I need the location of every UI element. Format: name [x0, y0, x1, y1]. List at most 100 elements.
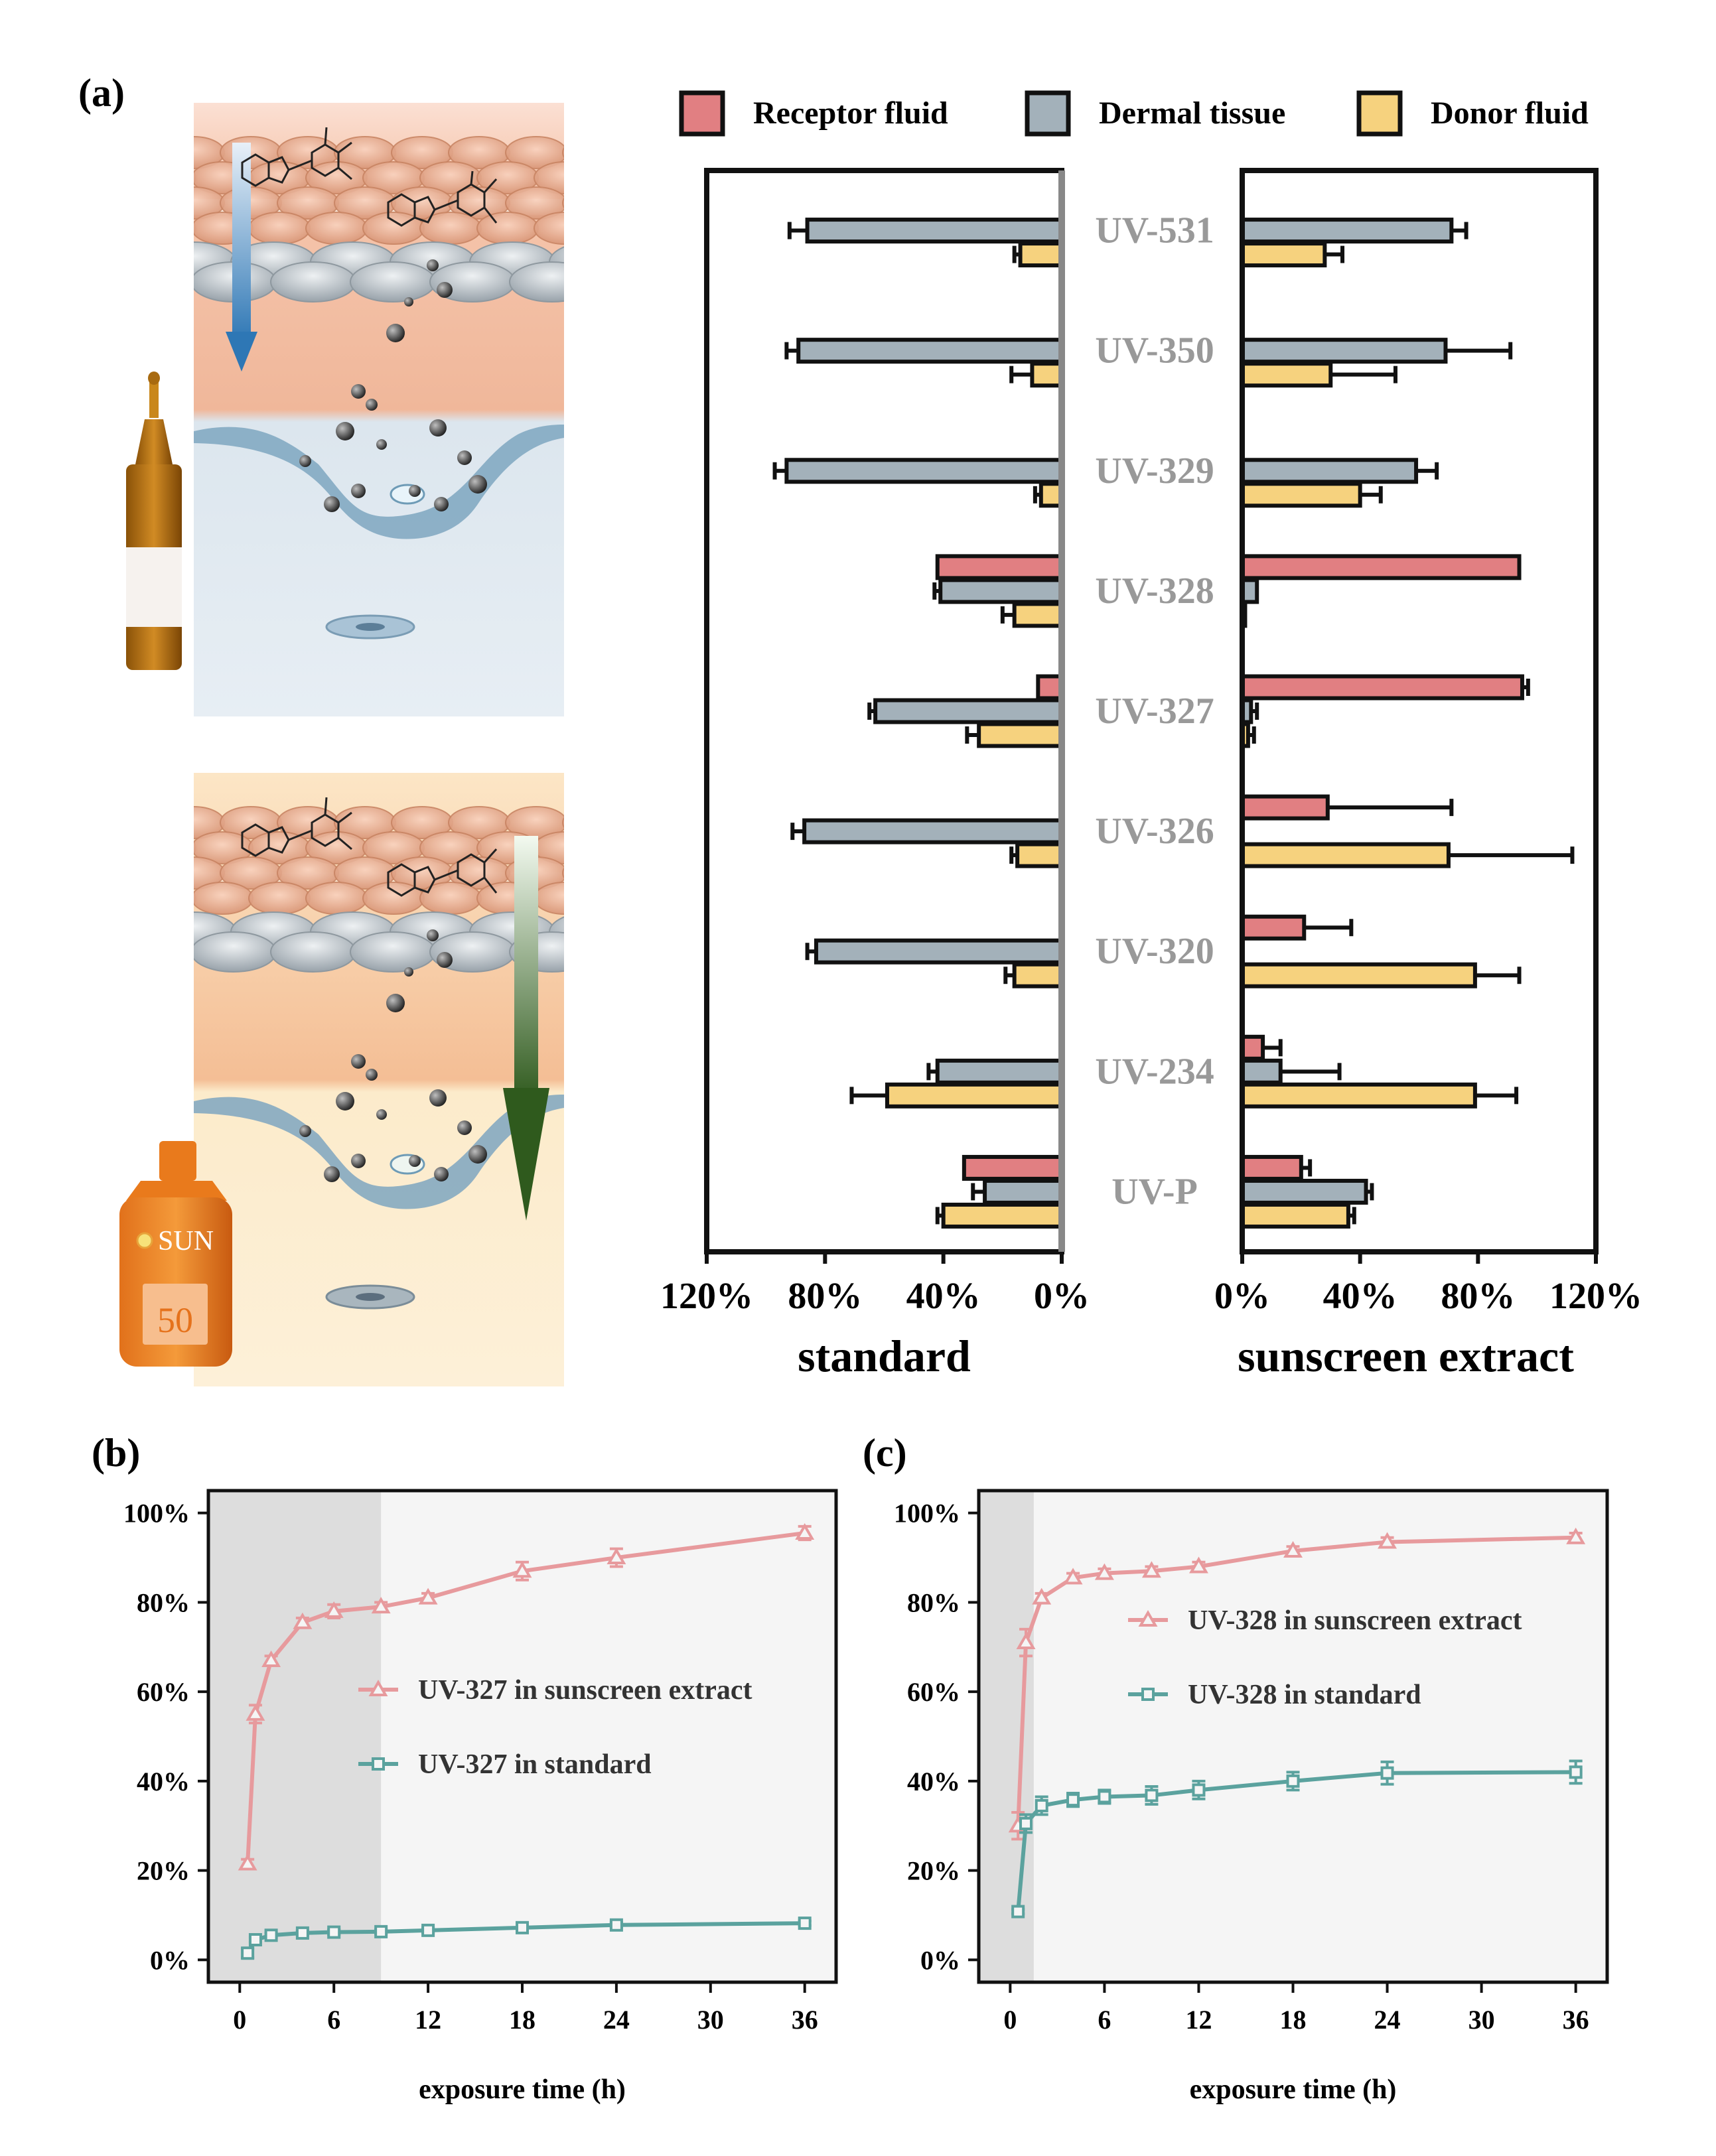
x-tick-label: 0% — [1034, 1276, 1090, 1317]
x-axis-label: sunscreen extract — [1238, 1331, 1574, 1381]
y-tick-label: 20% — [907, 1856, 960, 1886]
x-tick-label: 40% — [1323, 1276, 1397, 1317]
skin-cell — [591, 162, 652, 194]
permeating-molecules — [299, 259, 487, 512]
data-point — [248, 1933, 262, 1947]
data-point — [261, 1650, 281, 1667]
green-arrow-icon — [514, 836, 538, 1101]
panel-label-b: (b) — [92, 1431, 140, 1475]
skin-cell — [194, 170, 196, 185]
skin-cell — [505, 136, 564, 169]
data-point — [371, 1597, 391, 1614]
dermal-cell — [270, 931, 356, 973]
dermal-cell — [72, 912, 157, 952]
skin-cell — [194, 882, 253, 915]
skin-cell — [591, 882, 652, 914]
receptor-bar — [1036, 674, 1064, 701]
skin-cell — [562, 867, 564, 879]
skin-cell-layer — [106, 136, 652, 245]
x-tick-label: 120% — [1549, 1276, 1642, 1317]
skin-cell — [106, 137, 167, 168]
data-point — [1094, 1563, 1114, 1580]
legend-label: Donor fluid — [1431, 96, 1589, 131]
data-point — [1188, 1556, 1208, 1574]
receptor-bar — [935, 554, 1064, 580]
data-point — [512, 1561, 532, 1578]
molecule-dot — [409, 1155, 421, 1167]
x-tick-label: 6 — [327, 2005, 340, 2035]
data-point — [246, 1704, 265, 1721]
receptor-bar — [1240, 1034, 1265, 1061]
dermal-bar — [796, 338, 1064, 364]
molecule-dot — [351, 1054, 366, 1069]
x-tick-label: 18 — [1280, 2005, 1307, 2035]
dermal-bar — [1240, 338, 1448, 364]
dermal-bar — [784, 458, 1064, 484]
donor-bar — [1012, 962, 1064, 988]
data-point — [1016, 1633, 1036, 1650]
molecule-dot — [366, 399, 378, 411]
molecule-dot — [427, 929, 439, 941]
dermal-cell — [350, 931, 436, 973]
legend-marker — [1141, 1688, 1155, 1701]
shaded-region — [979, 1491, 1034, 1982]
skin-cell — [419, 882, 482, 915]
data-point — [1141, 1561, 1161, 1578]
donor-bar — [1018, 241, 1064, 268]
x-tick-label: 30 — [1468, 2005, 1495, 2035]
donor-bar — [1015, 842, 1064, 868]
x-axis-label: exposure time (h) — [419, 2074, 626, 2105]
x-tick-label: 24 — [603, 2005, 630, 2035]
dermal-oval-layer — [72, 911, 564, 973]
donor-bar — [1240, 1082, 1477, 1109]
skin-cell — [591, 212, 652, 244]
spf-text: 50 — [157, 1300, 193, 1340]
y-tick-label: 60% — [907, 1677, 960, 1707]
legend-marker — [1138, 1610, 1158, 1627]
molecule-dot — [429, 1089, 447, 1107]
skin-cell — [194, 841, 196, 855]
data-point — [516, 1920, 529, 1934]
skin-cell-layer — [194, 806, 652, 915]
compound-label: UV-531 — [1095, 210, 1214, 251]
donor-bar — [1240, 1202, 1350, 1229]
dermal-bar — [938, 578, 1064, 604]
skin-cell — [562, 817, 564, 829]
compound-label: UV-350 — [1095, 330, 1214, 371]
molecule-dot — [409, 485, 421, 497]
receptor-bar — [962, 1154, 1064, 1181]
series-line — [246, 1921, 805, 1954]
data-point — [607, 1548, 626, 1565]
x-tick-label: 12 — [1185, 2005, 1212, 2035]
receptor-bar — [1240, 554, 1522, 580]
molecule-dot — [434, 1167, 449, 1181]
skin-cell — [534, 212, 564, 245]
skin-cell — [106, 187, 167, 219]
molecule-dot — [351, 484, 366, 498]
mirrored-bar-chart: UV-531 UV-350 UV-329 UV-328 UV-327 UV-326 UV-3… — [660, 168, 1642, 1381]
data-point — [1011, 1905, 1025, 1919]
permeating-molecules — [299, 929, 487, 1182]
data-point — [1192, 1783, 1206, 1797]
shaded-region — [208, 1491, 382, 1982]
data-point — [264, 1928, 278, 1942]
donor-bar — [1240, 241, 1327, 268]
receptor-bar — [1240, 674, 1524, 701]
dermal-pocket — [194, 425, 564, 539]
dermal-cell — [270, 261, 356, 303]
panel-label-c: (c) — [863, 1431, 907, 1475]
x-tick-label: 30 — [697, 2005, 724, 2035]
data-point — [795, 1523, 815, 1540]
y-tick-label: 20% — [137, 1856, 190, 1886]
dermal-bar — [814, 938, 1064, 965]
legend-swatch — [1356, 90, 1403, 137]
dermal-bar — [935, 1058, 1064, 1085]
molecule-dot — [437, 952, 453, 968]
x-tick-label: 0% — [1214, 1276, 1270, 1317]
skin-cell — [562, 147, 564, 159]
series-line — [1016, 1770, 1576, 1912]
skin-cell — [505, 186, 564, 220]
dermal-bar — [1240, 218, 1454, 244]
sun-text: SUN — [158, 1226, 214, 1256]
